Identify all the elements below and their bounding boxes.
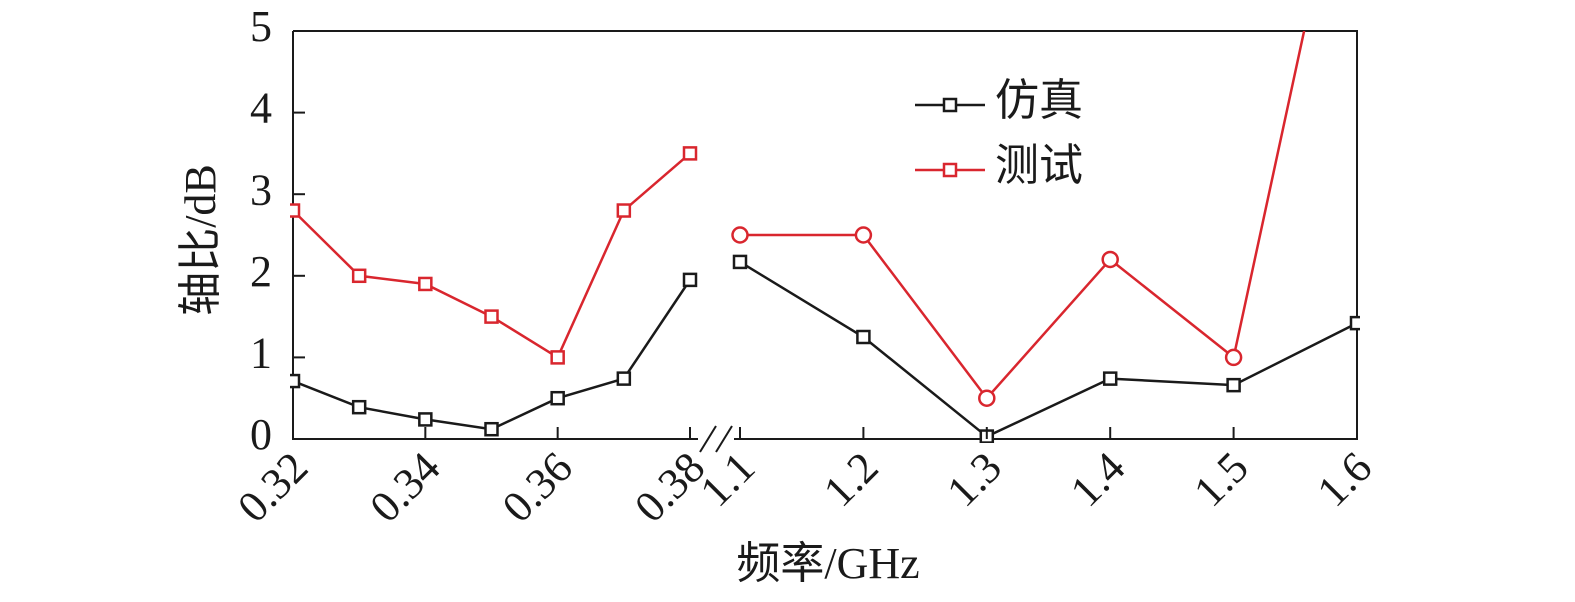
marker (290, 373, 301, 389)
marker (854, 226, 873, 244)
y-axis-label: 轴比/dB (176, 164, 225, 316)
y-tick-label: 3 (250, 165, 272, 214)
marker (418, 276, 433, 292)
marker (484, 309, 499, 324)
marker (1349, 315, 1360, 331)
marker (1226, 377, 1241, 393)
series-line (292, 152, 691, 360)
x-tick-label: 0.36 (493, 443, 582, 532)
axis-break (699, 425, 733, 453)
marker (1101, 250, 1119, 269)
marker (731, 226, 749, 244)
marker (978, 389, 996, 407)
x-axis-label: 频率/GHz (736, 539, 919, 588)
x-tick-label: 1.5 (1184, 443, 1258, 517)
marker (290, 203, 301, 218)
x-tick-label: 0.32 (228, 443, 317, 532)
y-tick-label: 4 (250, 84, 272, 133)
plot-area (290, 31, 1360, 443)
y-tick-label: 1 (250, 328, 272, 377)
marker (351, 399, 367, 415)
x-tick-label: 1.6 (1308, 443, 1382, 517)
marker (550, 390, 565, 406)
legend-label: 测试 (995, 141, 1083, 190)
x-tick-label: 1.1 (691, 443, 765, 517)
marker (616, 371, 632, 386)
marker (616, 203, 632, 218)
marker (682, 146, 698, 161)
y-tick-label: 0 (250, 410, 272, 459)
legend-marker (942, 162, 958, 178)
legend-label: 仿真 (995, 76, 1083, 125)
y-tick-label: 5 (250, 2, 272, 51)
marker (550, 350, 565, 365)
x-tick-label: 0.34 (360, 443, 449, 532)
series-line (740, 31, 1306, 401)
marker (732, 254, 748, 270)
x-tick-label: 1.3 (937, 443, 1011, 517)
y-tick-label: 2 (250, 247, 272, 296)
series-line (739, 260, 1358, 439)
marker (351, 268, 367, 284)
marker (484, 421, 499, 437)
marker (418, 412, 433, 427)
marker (856, 329, 871, 345)
x-tick-label: 1.2 (814, 443, 888, 517)
legend-marker (942, 97, 958, 113)
marker (682, 272, 698, 288)
x-tick-label: 1.4 (1061, 443, 1135, 517)
marker (1224, 348, 1243, 367)
marker (1102, 371, 1118, 386)
